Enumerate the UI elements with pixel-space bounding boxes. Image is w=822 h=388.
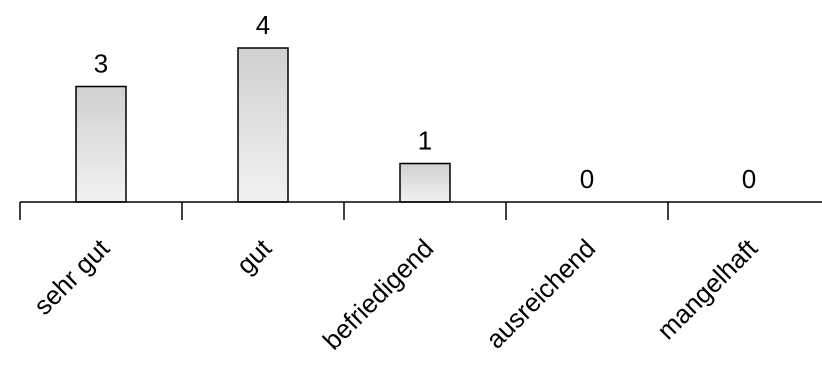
bar-sehr-gut [75,85,127,203]
data-label: 0 [580,164,594,194]
data-label: 1 [418,126,432,156]
tick-label-mangelhaft: mangelhaft [651,232,764,345]
bars-group [75,47,451,203]
tick-label-ausreichend: ausreichend [480,233,601,354]
tick-labels-group: sehr gut gut befriedigend ausreichend mangel… [28,232,764,355]
bar-befriedigend [399,162,451,203]
data-label: 3 [94,49,108,79]
data-label: 0 [742,164,756,194]
data-labels-group: 3 4 1 0 0 [94,10,756,194]
tick-label-befriedigend: befriedigend [317,233,439,355]
tick-label-gut: gut [230,232,277,279]
tick-label-sehr-gut: sehr gut [28,232,116,320]
bar-gut [237,47,289,203]
data-label: 4 [256,10,270,40]
x-axis [19,201,822,220]
